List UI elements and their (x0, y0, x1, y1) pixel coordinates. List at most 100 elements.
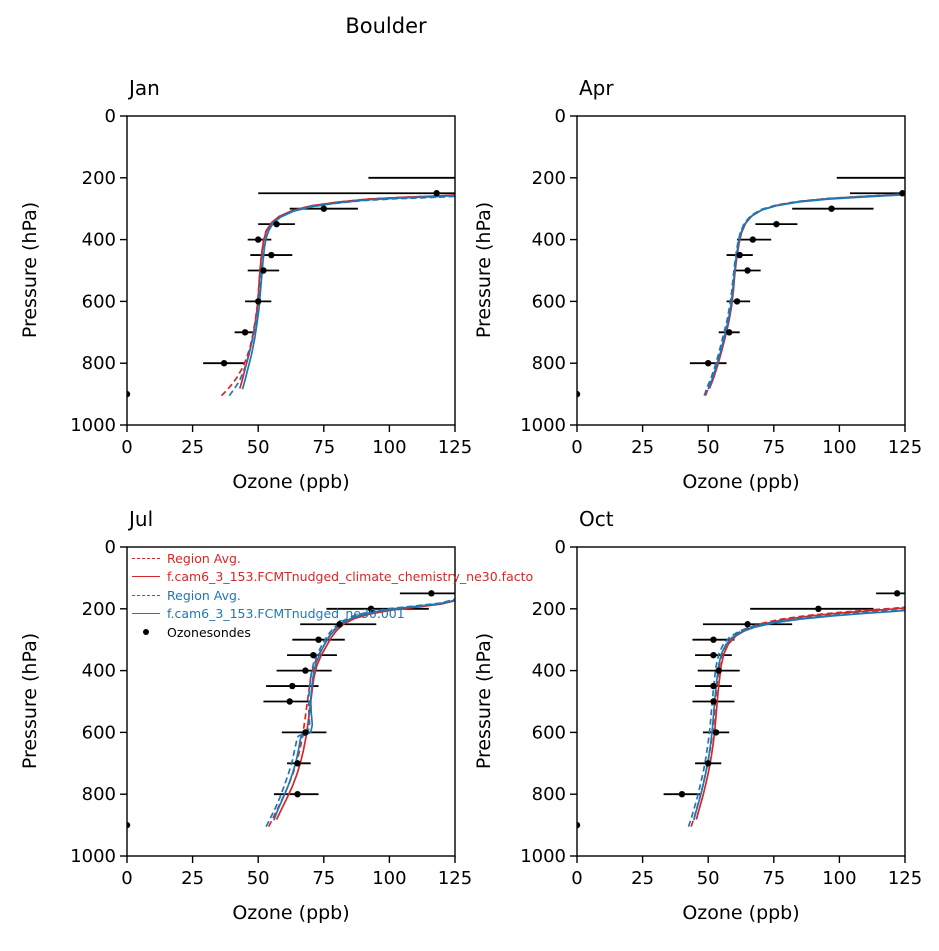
x-tick-label: 0 (571, 437, 582, 458)
series-line-red-dashed (704, 193, 905, 396)
panel-title-jul: Jul (129, 507, 154, 531)
x-tick-label: 125 (438, 437, 472, 458)
x-tick-label: 100 (822, 868, 856, 889)
x-tick-label: 75 (312, 437, 335, 458)
sonde-marker (710, 636, 717, 643)
legend-item: f.cam6_3_153.FCMTnudged_ne30.001 (132, 605, 592, 624)
panel-title-jan: Jan (129, 76, 160, 100)
sonde-marker (773, 220, 780, 228)
sonde-marker (710, 682, 717, 690)
y-tick-label: 0 (555, 537, 566, 558)
legend-item: f.cam6_3_153.FCMTnudged_climate_chemistr… (132, 568, 592, 587)
series-line-red-solid (695, 607, 905, 820)
sonde-marker (712, 729, 720, 736)
legend-line-sample (132, 594, 160, 596)
y-tick-label: 600 (82, 722, 116, 743)
axes-spine (576, 546, 906, 857)
axes-spine (126, 546, 456, 857)
series-line-blue-dashed (703, 193, 905, 396)
sonde-marker (705, 760, 712, 767)
x-tick-label: 100 (372, 437, 406, 458)
y-tick-label: 400 (82, 661, 116, 682)
xlabel-jul: Ozone (ppb) (232, 902, 350, 924)
sonde-marker (710, 698, 717, 705)
sonde-marker (220, 360, 228, 367)
ylabel-jul: Pressure (hPa) (19, 632, 41, 770)
panel-title-apr: Apr (579, 76, 614, 100)
sonde-marker (915, 175, 921, 181)
sonde-marker (815, 605, 822, 612)
sonde-marker (433, 190, 440, 197)
sonde-marker (577, 390, 581, 398)
sonde-marker (310, 651, 317, 659)
y-tick-label: 800 (532, 353, 566, 374)
legend-line-sample (132, 557, 160, 559)
sonde-marker (320, 205, 327, 212)
series-line-blue-solid (707, 193, 905, 390)
sonde-marker (367, 605, 375, 612)
y-tick-label: 200 (82, 168, 116, 189)
ylabel-jan: Pressure (hPa) (19, 201, 41, 339)
x-tick-label: 50 (247, 868, 270, 889)
sonde-marker (336, 621, 343, 628)
y-tick-label: 400 (532, 230, 566, 251)
y-tick-label: 600 (532, 291, 566, 312)
legend-item: Ozonesondes (132, 623, 592, 642)
sonde-marker (260, 267, 267, 274)
axes-spine (576, 115, 906, 426)
y-tick-label: 200 (532, 599, 566, 620)
y-tick-label: 800 (82, 784, 116, 805)
plot-panel-jan: 0 25 50 75 100 125 0 200 400 600 800 1000 (70, 106, 472, 458)
series-line-red-solid (275, 599, 455, 820)
y-tick-label: 1000 (70, 415, 116, 436)
y-tick-label: 0 (555, 106, 566, 127)
sonde-marker (428, 590, 435, 597)
sonde-marker (749, 236, 757, 243)
x-tick-label: 50 (247, 437, 270, 458)
sonde-marker (715, 667, 722, 674)
xlabel-oct: Ozone (ppb) (682, 902, 800, 924)
y-tick-label: 800 (532, 784, 566, 805)
x-tick-label: 25 (631, 437, 654, 458)
sonde-marker (294, 760, 301, 767)
plot-panel-jul: 0 25 50 75 100 125 0 200 400 600 800 1000 (70, 537, 472, 889)
sonde-marker (302, 729, 309, 736)
legend: Region Avg. f.cam6_3_153.FCMTnudged_clima… (132, 549, 592, 642)
sonde-marker (577, 821, 581, 829)
sonde-marker (273, 220, 280, 228)
sonde-marker (286, 698, 293, 705)
axes-spine (126, 115, 456, 426)
legend-blue-dashed-line-icon (132, 594, 160, 596)
sonde-marker (255, 298, 262, 305)
x-tick-label: 75 (762, 437, 785, 458)
sonde-marker (127, 390, 131, 398)
sonde-marker (733, 298, 741, 305)
y-tick-label: 200 (532, 168, 566, 189)
sonde-marker (302, 667, 309, 674)
legend-item: Region Avg. (132, 586, 592, 605)
y-tick-label: 1000 (520, 415, 566, 436)
y-tick-label: 600 (532, 722, 566, 743)
y-tick-label: 400 (532, 661, 566, 682)
series-line-blue-solid (692, 609, 905, 821)
legend-red-solid-line-icon (132, 576, 160, 578)
y-tick-label: 0 (105, 106, 116, 127)
legend-label: Region Avg. (167, 550, 241, 566)
series-line-blue-dashed (265, 597, 455, 827)
sonde-marker (725, 329, 733, 336)
legend-blue-solid-line-icon (132, 613, 160, 615)
sonde-marker (710, 651, 717, 659)
series-line-blue-solid (241, 194, 455, 390)
legend-label: f.cam6_3_153.FCMTnudged_ne30.001 (167, 606, 405, 622)
x-tick-label: 0 (121, 868, 132, 889)
sonde-marker (736, 251, 743, 259)
x-tick-label: 50 (697, 868, 720, 889)
x-tick-label: 125 (888, 437, 922, 458)
plot-panel-oct: 0 25 50 75 100 125 0 200 400 600 800 1000 (520, 537, 922, 889)
y-tick-label: 400 (82, 230, 116, 251)
series-line-red-dashed (220, 194, 455, 397)
figure-title: Boulder (345, 14, 427, 38)
series-line-blue-dashed (687, 609, 905, 827)
legend-marker-sample (132, 629, 160, 636)
